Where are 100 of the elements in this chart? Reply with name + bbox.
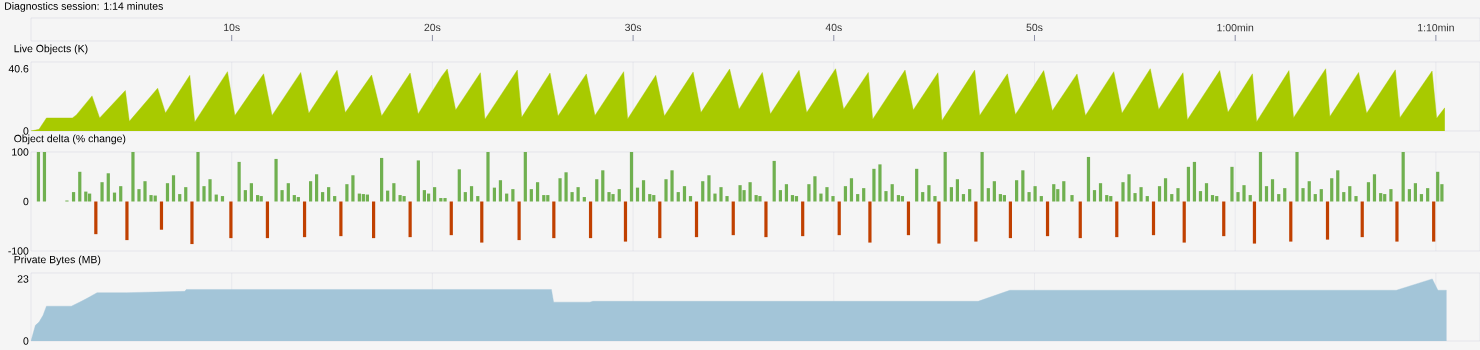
bar <box>229 201 233 239</box>
bar <box>1086 156 1091 202</box>
bar <box>1045 201 1050 237</box>
bar <box>564 172 568 202</box>
bar <box>220 196 225 202</box>
bar <box>1127 174 1131 202</box>
bar <box>1270 179 1275 202</box>
bar <box>1070 195 1074 202</box>
bar <box>896 195 901 202</box>
bar <box>1015 180 1019 202</box>
bar <box>119 186 123 202</box>
bar <box>1313 194 1317 202</box>
bar <box>1157 186 1162 202</box>
bar <box>1242 185 1246 202</box>
bar <box>505 193 509 202</box>
bar <box>1301 188 1305 202</box>
bar <box>371 201 376 239</box>
bar <box>1419 194 1424 202</box>
bar <box>1021 170 1025 202</box>
bar <box>546 195 550 202</box>
bar <box>402 196 406 202</box>
bar <box>1348 186 1352 202</box>
bar <box>1336 170 1340 202</box>
bar <box>1176 188 1180 202</box>
bar <box>178 194 182 202</box>
bar <box>265 201 270 239</box>
bar <box>112 192 117 202</box>
bar <box>143 181 147 202</box>
bar <box>927 185 931 202</box>
bar <box>416 160 420 202</box>
bar <box>1210 195 1215 202</box>
x-tick-label: 1:10min <box>1418 23 1454 32</box>
bar <box>480 201 484 243</box>
bar <box>184 187 188 202</box>
bar <box>921 192 925 202</box>
bar <box>707 175 711 202</box>
bar <box>670 170 674 202</box>
bar <box>658 201 662 239</box>
bar <box>906 201 911 236</box>
bar <box>286 183 290 202</box>
bar <box>1151 201 1156 236</box>
bar <box>961 194 966 202</box>
bar <box>1413 183 1418 202</box>
bar <box>1186 166 1191 202</box>
bar <box>611 194 615 202</box>
bar <box>558 178 562 202</box>
bar <box>171 175 176 202</box>
bar <box>42 152 47 202</box>
bar <box>582 197 586 202</box>
bar <box>476 196 480 202</box>
bar <box>862 188 866 202</box>
bar <box>652 195 656 202</box>
y-tick-label: 100 <box>12 148 29 156</box>
bar <box>386 190 390 202</box>
bar <box>937 201 941 244</box>
bar <box>498 180 503 202</box>
bar <box>259 196 263 202</box>
bar <box>754 195 758 202</box>
bar <box>1354 196 1358 202</box>
bar <box>463 192 467 202</box>
bar <box>1133 193 1137 202</box>
bar <box>915 168 919 202</box>
bar <box>856 194 860 202</box>
x-tick-label: 10s <box>224 23 240 32</box>
chart-title: Private Bytes (MB) <box>14 255 101 266</box>
bar <box>784 184 789 202</box>
bar <box>1192 161 1197 202</box>
bar <box>641 180 646 202</box>
bar <box>1215 196 1219 202</box>
bar <box>202 186 206 202</box>
bar <box>790 195 795 202</box>
bar <box>439 198 443 202</box>
bar <box>1163 178 1168 202</box>
bar <box>1379 193 1383 202</box>
bar <box>443 198 447 202</box>
bar <box>165 183 170 202</box>
bar <box>1033 186 1037 202</box>
bar <box>617 189 621 202</box>
bar <box>94 201 98 235</box>
bar <box>1092 190 1097 202</box>
bar <box>607 192 611 202</box>
bar <box>486 152 490 202</box>
bar <box>196 152 200 202</box>
bar <box>694 201 699 238</box>
bar <box>629 152 634 202</box>
bar <box>570 192 574 202</box>
bar <box>1325 201 1330 240</box>
bar <box>1078 201 1082 239</box>
bar <box>884 191 888 202</box>
bar <box>517 201 521 241</box>
bar <box>302 201 307 238</box>
bar <box>1236 192 1240 202</box>
bar <box>623 201 628 242</box>
bar <box>1121 182 1125 202</box>
bar <box>758 196 762 202</box>
bar <box>701 181 705 202</box>
bar <box>831 196 835 202</box>
bar <box>422 190 426 202</box>
bar <box>392 183 396 202</box>
bar <box>327 187 331 202</box>
